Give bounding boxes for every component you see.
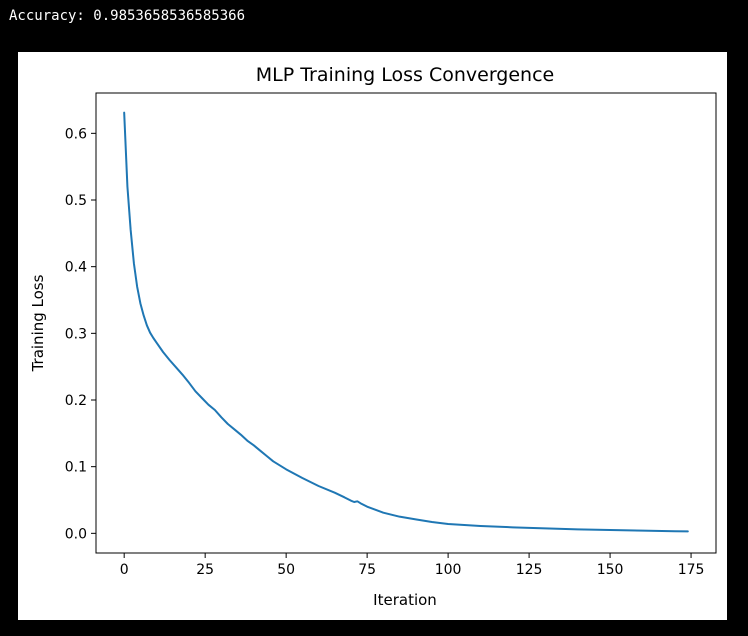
x-tick-label: 150 — [597, 562, 624, 578]
x-tick-label: 0 — [120, 562, 129, 578]
chart-figure: MLP Training Loss Convergence 0 25 50 75 100… — [18, 52, 727, 620]
x-tick-label: 50 — [277, 562, 295, 578]
x-axis: 0 25 50 75 100 125 150 175 — [120, 553, 705, 578]
plot-area — [95, 92, 717, 554]
x-tick-label: 175 — [678, 562, 705, 578]
x-tick-label: 125 — [516, 562, 543, 578]
accuracy-output: Accuracy: 0.9853658536585366 — [9, 8, 246, 24]
y-axis: 0.0 0.1 0.2 0.3 0.4 0.5 0.6 — [65, 126, 96, 542]
loss-chart: MLP Training Loss Convergence 0 25 50 75 100… — [29, 64, 717, 609]
x-axis-label: Iteration — [373, 591, 437, 609]
x-tick-label: 100 — [435, 562, 462, 578]
y-tick-label: 0.0 — [65, 526, 87, 542]
x-tick-label: 25 — [196, 562, 214, 578]
chart-title: MLP Training Loss Convergence — [256, 64, 554, 86]
y-tick-label: 0.4 — [65, 260, 87, 276]
y-tick-label: 0.6 — [65, 126, 87, 142]
y-tick-label: 0.1 — [65, 460, 87, 476]
x-tick-label: 75 — [358, 562, 376, 578]
training-loss-line — [123, 111, 689, 533]
y-tick-label: 0.2 — [65, 393, 87, 409]
y-axis-label: Training Loss — [29, 274, 47, 372]
y-tick-label: 0.5 — [65, 193, 87, 209]
y-tick-label: 0.3 — [65, 326, 87, 342]
